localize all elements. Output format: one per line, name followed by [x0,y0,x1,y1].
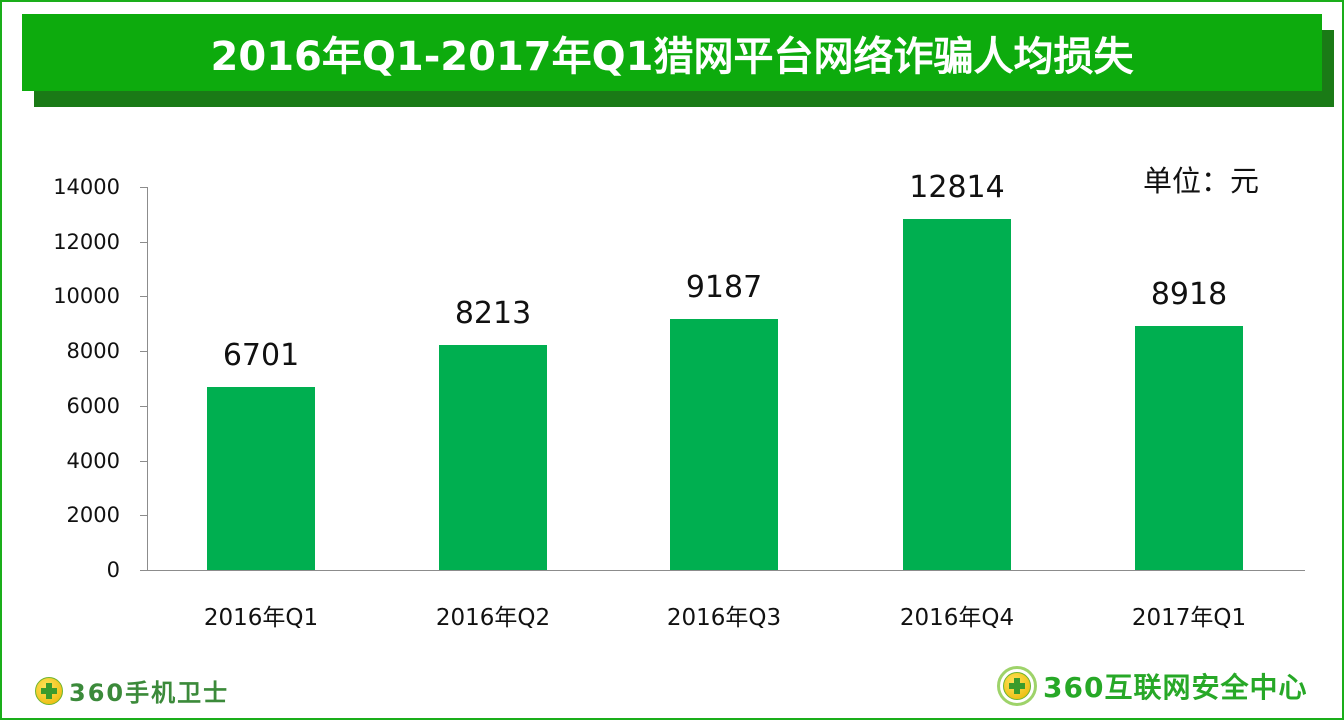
bar-2016-q4 [903,219,1011,570]
bar-2016-q2 [439,345,547,570]
logo-360-mobile-guard: 360手机卫士 [35,673,229,708]
y-tick-label: 0 [106,558,120,582]
y-tick [140,351,148,352]
y-tick [140,187,148,188]
y-tick-label: 12000 [53,230,120,254]
x-category-label: 2016年Q1 [203,605,319,631]
y-tick-label: 6000 [66,394,120,418]
x-axis [140,570,1305,571]
y-tick-label: 8000 [66,339,120,363]
logo-text: 360互联网安全中心 [1043,671,1308,704]
x-category-label: 2016年Q2 [435,605,551,631]
bar-2016-q3 [670,319,778,570]
y-tick [140,515,148,516]
unit-label: 单位：元 [1143,164,1260,198]
title-bar: 2016年Q1-2017年Q1猎网平台网络诈骗人均损失 [22,14,1322,91]
bar-value-label: 9187 [685,270,763,305]
y-tick [140,406,148,407]
x-category-label: 2016年Q4 [899,605,1015,631]
y-tick-label: 4000 [66,449,120,473]
logo-360-security-center: 360互联网安全中心 [997,666,1307,706]
x-category-label: 2016年Q3 [666,605,782,631]
y-tick [140,242,148,243]
bar-2017-q1 [1135,326,1243,570]
y-tick [140,570,148,571]
y-axis [147,187,148,571]
bar-value-label: 6701 [222,338,300,373]
y-tick-label: 2000 [66,503,120,527]
y-tick [140,296,148,297]
bar-value-label: 12814 [909,170,1005,205]
y-tick-label: 14000 [53,175,120,199]
y-tick [140,461,148,462]
logo-text: 360手机卫士 [69,679,230,707]
y-tick-label: 10000 [53,284,120,308]
360-logo-icon [35,676,63,705]
bar-2016-q1 [207,387,315,570]
bar-value-label: 8918 [1150,277,1228,312]
wreath-icon [997,666,1037,706]
bar-value-label: 8213 [454,296,532,331]
chart-title: 2016年Q1-2017年Q1猎网平台网络诈骗人均损失 [210,33,1134,80]
x-category-label: 2017年Q1 [1131,605,1247,631]
360-logo-icon [1003,672,1031,700]
